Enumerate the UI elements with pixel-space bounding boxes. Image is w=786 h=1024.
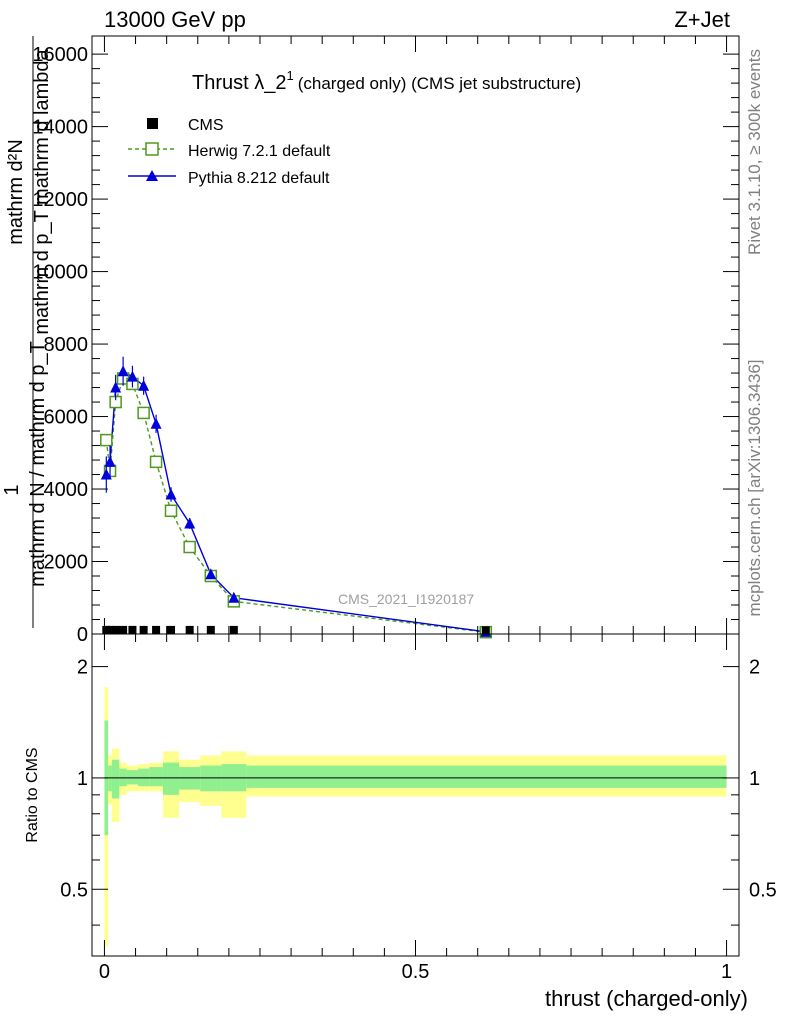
rivet-label: Rivet 3.1.10, ≥ 300k events	[745, 49, 764, 255]
pythia-point	[205, 568, 217, 580]
pythia-point	[228, 591, 240, 603]
herwig-point	[164, 504, 178, 518]
ylabel-denominator: mathrm d N / mathrm d p_T	[27, 341, 49, 587]
title-superscript: 1	[286, 68, 293, 83]
title-main: Thrust λ_2	[192, 72, 286, 94]
pythia-point	[100, 468, 112, 480]
ratio-y-tick-label: 2	[77, 657, 88, 679]
ratio-x-ticks: 0 0.5 1	[99, 634, 732, 983]
cms-point	[481, 626, 490, 635]
ratio-inner-band	[149, 767, 163, 787]
ratio-bands	[104, 687, 727, 947]
cms-point	[185, 625, 194, 634]
ratio-y-axis-label: Ratio to CMS	[24, 747, 41, 842]
analysis-tag: CMS_2021_I1920187	[338, 591, 474, 607]
legend: CMS Herwig 7.2.1 default Pythia 8.212 de…	[128, 117, 331, 187]
x-tick-label: 0.5	[402, 961, 430, 983]
y-tick-label: 10000	[32, 262, 88, 284]
ratio-inner-band	[246, 765, 727, 788]
chart-title: Thrust λ_21 (charged only) (CMS jet subst…	[192, 68, 581, 94]
main-series	[100, 356, 493, 639]
herwig-point	[183, 540, 196, 554]
ratio-y-tick-label: 1	[77, 768, 88, 790]
x-tick-label: 1	[721, 961, 732, 983]
herwig-point	[100, 433, 113, 447]
main-y-axis-label: mathrm d²N mathrm d p_T mathrm d lambda …	[1, 36, 53, 628]
process-label: Z+Jet	[674, 7, 730, 32]
cms-point	[111, 625, 120, 634]
ratio-y-tick-label-right: 1	[749, 768, 760, 790]
cms-point	[106, 625, 115, 634]
y-tick-label: 2000	[44, 552, 89, 574]
cms-point	[119, 625, 128, 634]
ratio-inner-band	[138, 768, 150, 787]
pythia-point	[126, 370, 138, 382]
y-tick-label: 8000	[44, 334, 89, 356]
pythia-point	[117, 365, 129, 377]
ratio-inner-band	[119, 768, 127, 787]
pythia-point	[110, 381, 122, 393]
ratio-y-tick-label: 0.5	[60, 879, 88, 901]
legend-cms-marker	[147, 118, 158, 129]
cms-point	[206, 625, 215, 634]
ratio-inner-band	[162, 762, 180, 795]
cms-point	[128, 625, 137, 634]
cms-point	[229, 625, 238, 634]
ratio-inner-band	[200, 765, 222, 792]
y-tick-label: 16000	[32, 44, 88, 66]
cms-point	[139, 625, 148, 634]
ratio-y-tick-label-right: 0.5	[749, 879, 777, 901]
legend-pythia-marker	[146, 170, 158, 181]
ratio-y-tick-label-right: 2	[749, 657, 760, 679]
pythia-point	[165, 488, 177, 500]
ratio-panel: 0.5 0.51 12 2 0 0.5 1 Ratio to CMS thrust (ch…	[24, 633, 777, 1011]
main-panel: 0 2000 4000 6000 8000 10000 12000 14000 16000 Th…	[32, 35, 740, 646]
main-y-ticks: 0 2000 4000 6000 8000 10000 12000 14000 16000	[32, 44, 739, 646]
pythia-point	[150, 417, 162, 429]
pythia-point	[104, 455, 116, 467]
y-tick-label: 4000	[44, 479, 89, 501]
ylabel-numerator: mathrm d²N	[5, 139, 27, 245]
y-tick-label: 12000	[32, 189, 88, 211]
legend-herwig-marker	[145, 142, 159, 156]
ylabel-one: 1	[1, 484, 23, 495]
cms-point	[167, 625, 176, 634]
x-axis-label: thrust (charged-only)	[545, 986, 748, 1011]
y-tick-label: 0	[77, 624, 88, 646]
y-tick-label: 14000	[32, 117, 88, 139]
ratio-inner-band	[108, 765, 112, 792]
energy-label: 13000 GeV pp	[104, 7, 246, 32]
herwig-point	[137, 406, 150, 420]
legend-cms-label: CMS	[188, 117, 224, 134]
mcplots-label: mcplots.cern.ch [arXiv:1306.3436]	[745, 359, 764, 616]
y-tick-label: 6000	[44, 407, 89, 429]
main-x-ticks	[103, 36, 728, 634]
cms-point	[152, 625, 161, 634]
legend-pythia-label: Pythia 8.212 default	[188, 170, 330, 187]
herwig-point	[149, 455, 163, 469]
x-tick-label: 0	[99, 961, 110, 983]
legend-herwig-label: Herwig 7.2.1 default	[188, 143, 331, 160]
ratio-y-ticks: 0.5 0.5 1 1 2 2	[60, 657, 777, 926]
ylabel-numerator-inner: mathrm d p_T mathrm d lambda	[31, 48, 53, 334]
pythia-point	[138, 379, 150, 391]
title-rest: (charged only) (CMS jet substructure)	[298, 74, 581, 93]
ratio-inner-band	[126, 770, 139, 785]
ratio-inner-band	[111, 759, 120, 799]
pythia-point	[184, 517, 196, 529]
